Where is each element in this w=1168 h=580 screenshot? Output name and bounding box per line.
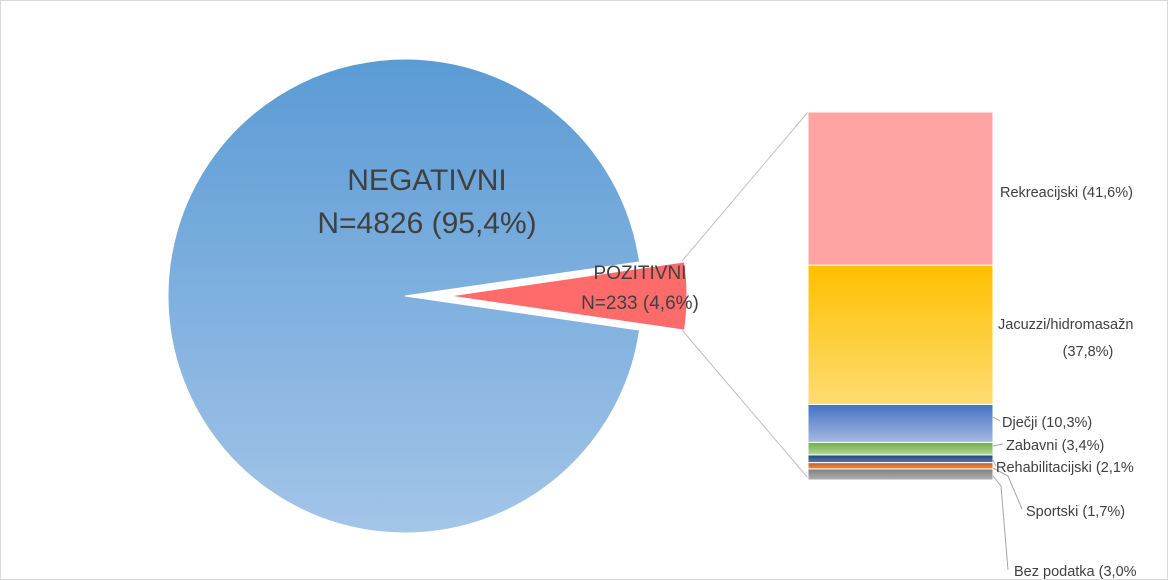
connector-bottom [681,329,809,479]
label-rekreacijski: Rekreacijski (41,6%) [1000,185,1133,201]
bar-segment-rekreacijski [807,111,994,266]
pozitivni-value-label: N=233 (4,6%) [581,293,699,314]
label-jacuzzi-line2: (37,8%) [1063,344,1114,360]
bar-segment-djecji [807,403,994,443]
negativni-value-label: N=4826 (95,4%) [317,207,536,240]
label-jacuzzi-line1: Jacuzzi/hidromasažn [998,317,1133,333]
connector-top [681,111,809,262]
leader-line-sportski [992,467,1023,510]
leader-line-zabavni [992,443,1004,447]
negativni-name-label: NEGATIVNI [347,164,506,197]
bar-segment-bez-podatka [807,468,994,481]
bar-segment-jacuzzi [807,264,994,405]
label-djecji: Dječji (10,3%) [1002,415,1092,431]
bar-segment-sportski [807,462,994,470]
label-bez-podatka: Bez podatka (3,0% [1014,564,1137,580]
pie-slice-negativni [167,58,641,534]
label-rehabilitacijski: Rehabilitacijski (2,1% [996,460,1134,476]
leader-line-rehabilitacijski [992,459,997,467]
pozitivni-name-label: POZITIVNI [594,263,687,284]
label-zabavni: Zabavni (3,4%) [1006,438,1104,454]
pie-slice-pozitivni [449,261,688,331]
leader-line-djecji [992,416,1001,422]
bar-segment-rehabilitacijski [807,454,994,464]
leader-line-bez-podatka [992,475,1009,571]
label-sportski: Sportski (1,7%) [1026,504,1125,520]
bar-segment-zabavni [807,441,994,456]
